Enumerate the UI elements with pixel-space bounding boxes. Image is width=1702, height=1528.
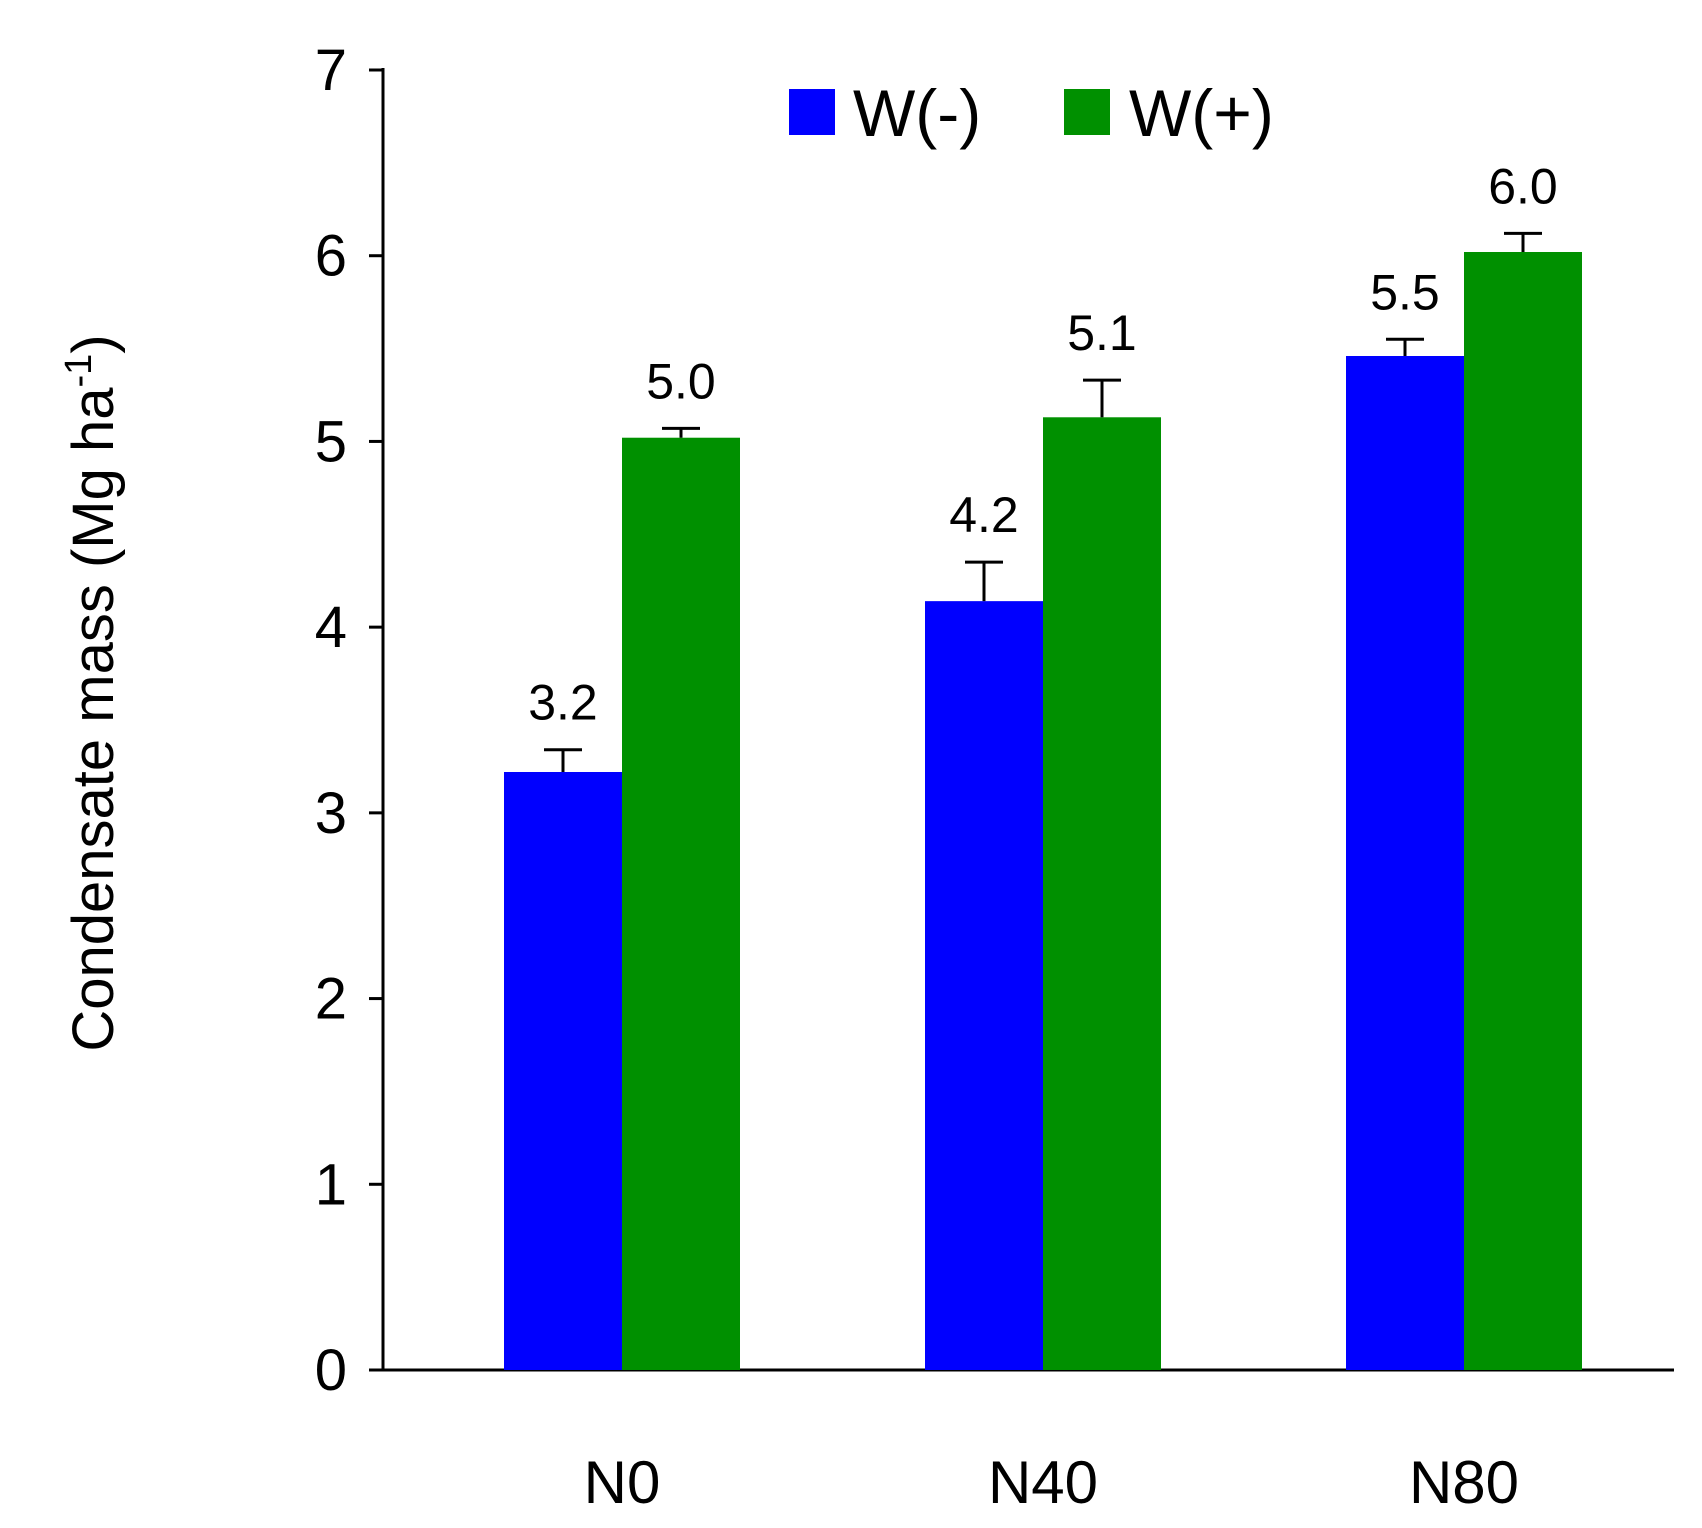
y-tick-label: 1: [315, 1152, 347, 1217]
legend: W(-) W(+): [789, 76, 1274, 150]
data-label: 5.5: [1370, 264, 1440, 320]
x-tick-label: N80: [1409, 1449, 1519, 1516]
bar-W(-)-N40: [925, 601, 1043, 1370]
bar-W(-)-N80: [1346, 356, 1464, 1370]
y-tick-label: 5: [315, 409, 347, 474]
data-label: 6.0: [1488, 158, 1558, 214]
y-tick-label: 2: [315, 967, 347, 1032]
data-label: 4.2: [949, 487, 1019, 543]
legend-label: W(-): [853, 76, 981, 150]
y-tick-label: 7: [315, 38, 347, 103]
y-tick-label: 4: [315, 595, 347, 660]
y-axis-label-close: ): [61, 334, 126, 353]
bars: [504, 231, 1582, 1370]
data-label: 5.1: [1067, 305, 1137, 361]
y-tick-label: 3: [315, 781, 347, 846]
y-axis-label-main: Condensate mass (Mg ha: [61, 387, 126, 1052]
legend-label: W(+): [1129, 76, 1274, 150]
bar-W(-)-N0: [504, 772, 622, 1370]
legend-swatch: [1064, 89, 1110, 135]
bar-W(+)-N0: [622, 437, 740, 1370]
legend-swatch: [789, 89, 835, 135]
bar-W(+)-N80: [1464, 252, 1582, 1370]
axes: 0 1 2 3 4 5 6 7 N0 N40 N80: [315, 38, 1674, 1516]
value-labels: 3.2 5.0 4.2 5.1 5.5 6.0: [528, 158, 1558, 730]
data-label: 5.0: [646, 353, 716, 409]
bar-W(+)-N40: [1043, 417, 1161, 1370]
y-tick-label: 0: [315, 1338, 347, 1403]
x-tick-label: N0: [584, 1449, 661, 1516]
y-tick-label: 6: [315, 224, 347, 289]
data-label: 3.2: [528, 675, 598, 731]
x-tick-label: N40: [988, 1449, 1098, 1516]
y-axis-label-superscript: -1: [58, 354, 100, 388]
y-axis-label: Condensate mass (Mg ha-1): [58, 334, 126, 1051]
